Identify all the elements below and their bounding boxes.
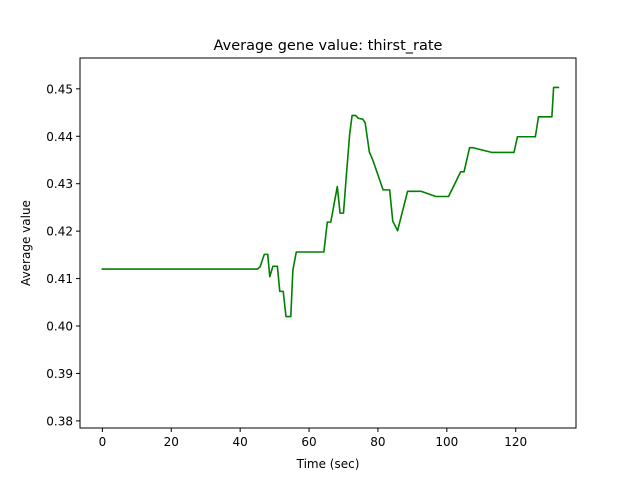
y-tick-label: 0.38 — [46, 414, 73, 428]
y-axis-label: Average value — [19, 200, 33, 286]
y-tick-label: 0.41 — [46, 272, 73, 286]
x-tick-label: 120 — [504, 435, 527, 449]
y-tick-label: 0.43 — [46, 177, 73, 191]
x-tick-label: 40 — [233, 435, 248, 449]
x-tick-label: 60 — [301, 435, 316, 449]
x-tick-label: 20 — [164, 435, 179, 449]
y-tick-label: 0.45 — [46, 82, 73, 96]
y-tick-label: 0.40 — [46, 320, 73, 334]
y-tick-label: 0.44 — [46, 130, 73, 144]
y-axis: 0.38 0.39 0.40 0.41 0.42 0.43 0.44 0.45 — [46, 82, 80, 428]
x-tick-label: 100 — [435, 435, 458, 449]
series-line-0 — [101, 86, 560, 318]
x-axis-label: Time (sec) — [296, 457, 360, 471]
x-tick-label: 80 — [370, 435, 385, 449]
x-tick-label: 0 — [99, 435, 107, 449]
chart-title: Average gene value: thirst_rate — [214, 38, 443, 54]
plot-frame — [79, 57, 577, 429]
y-tick-label: 0.39 — [46, 367, 73, 381]
x-axis: 0 20 40 60 80 100 120 — [99, 428, 527, 449]
plot-area — [101, 86, 560, 318]
y-tick-label: 0.42 — [46, 225, 73, 239]
